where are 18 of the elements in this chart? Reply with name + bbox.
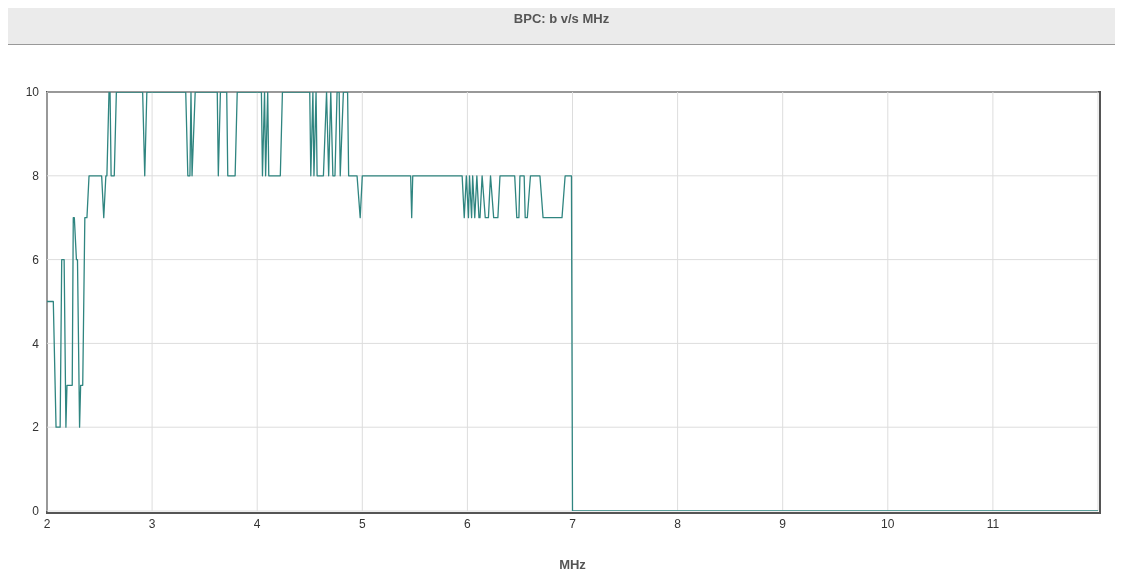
x-tick-label: 6 <box>464 516 472 531</box>
chart-title: BPC: b v/s MHz <box>8 8 1115 45</box>
x-tick-label: 2 <box>43 516 51 531</box>
x-axis-title: MHz <box>559 557 587 572</box>
x-tick-label: 11 <box>986 516 1000 531</box>
x-tick-label: 4 <box>253 516 261 531</box>
x-tick-label: 7 <box>569 516 577 531</box>
y-tick-label: 6 <box>32 252 40 267</box>
x-tick-label: 3 <box>148 516 156 531</box>
x-tick-label: 9 <box>779 516 787 531</box>
y-tick-label: 4 <box>32 336 40 351</box>
y-tick-label: 2 <box>32 420 40 435</box>
y-tick-label: 10 <box>25 85 40 100</box>
x-tick-label: 5 <box>358 516 366 531</box>
x-tick-label: 10 <box>881 516 895 531</box>
y-tick-label: 8 <box>32 169 40 184</box>
x-tick-label: 8 <box>674 516 682 531</box>
y-tick-label: 0 <box>32 504 40 519</box>
